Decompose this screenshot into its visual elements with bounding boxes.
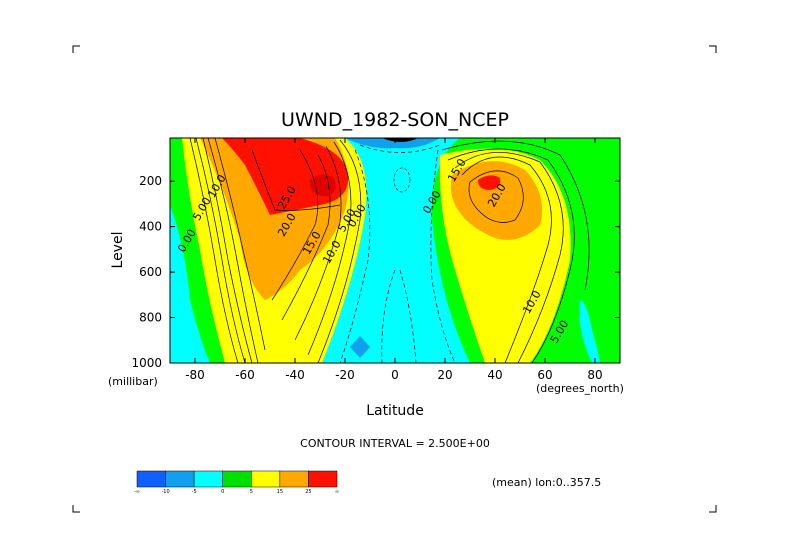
x-axis-unit: (degrees_north) xyxy=(536,382,624,395)
colorbar-label: ∞ xyxy=(335,489,339,495)
fill-nh-red xyxy=(478,175,501,190)
colorbar-label: 0 xyxy=(221,489,224,495)
x-axis-ticks: -80 -60 -40 -20 0 20 40 60 80 xyxy=(185,138,603,382)
y-tick-label: 200 xyxy=(139,174,162,188)
x-tick-label: -40 xyxy=(285,368,305,382)
x-tick-label: -80 xyxy=(185,368,205,382)
mean-lon-text: (mean) lon:0..357.5 xyxy=(492,476,601,489)
x-tick-label: 0 xyxy=(391,368,399,382)
x-tick-label: 80 xyxy=(587,368,602,382)
fill-easterly-blob-upper xyxy=(393,167,411,193)
colorbar-swatch xyxy=(279,470,309,488)
fill-easterly-right xyxy=(579,300,600,363)
contour-interval-text: CONTOUR INTERVAL = 2.500E+00 xyxy=(300,437,490,450)
colorbar: -∞ -10 -5 0 5 15 25 ∞ xyxy=(134,470,339,495)
y-axis-ticks: 200 400 600 800 1000 xyxy=(131,174,620,370)
y-tick-label: 400 xyxy=(139,220,162,234)
fill-sh-red xyxy=(222,138,349,215)
y-axis-unit: (millibar) xyxy=(108,375,158,388)
fill-easterly-left xyxy=(170,205,210,363)
fill-stratosphere-band xyxy=(345,138,440,149)
colorbar-label: 25 xyxy=(305,489,311,495)
x-tick-label: 40 xyxy=(487,368,502,382)
colorbar-label: 5 xyxy=(250,489,253,495)
colorbar-swatch xyxy=(308,470,338,488)
y-axis-label: Level xyxy=(110,232,126,269)
colorbar-label: 15 xyxy=(277,489,283,495)
x-tick-label: -20 xyxy=(335,368,355,382)
x-axis-label: Latitude xyxy=(366,403,424,419)
y-tick-label: 800 xyxy=(139,311,162,325)
fill-easterly-blob-lower xyxy=(350,336,370,358)
x-tick-label: 20 xyxy=(437,368,452,382)
contour-lines xyxy=(189,138,590,363)
colorbar-swatch xyxy=(251,470,281,488)
colorbar-label: -∞ xyxy=(134,489,140,495)
y-tick-label: 1000 xyxy=(131,356,162,370)
fill-stratosphere-core xyxy=(382,138,418,142)
colorbar-swatch xyxy=(222,470,252,488)
y-tick-label: 600 xyxy=(139,265,162,279)
contour-lines-negative xyxy=(339,144,456,363)
x-tick-label: 60 xyxy=(537,368,552,382)
colorbar-swatch xyxy=(136,470,166,488)
colorbar-label: -5 xyxy=(192,489,197,495)
fill-easterly-tropics xyxy=(305,138,470,363)
colorbar-swatch xyxy=(193,470,223,488)
chart-title: UWND_1982-SON_NCEP xyxy=(281,109,509,131)
colorbar-label: -10 xyxy=(161,489,169,495)
colorbar-swatch xyxy=(165,470,195,488)
crop-marks xyxy=(72,45,717,513)
x-tick-label: -60 xyxy=(235,368,255,382)
